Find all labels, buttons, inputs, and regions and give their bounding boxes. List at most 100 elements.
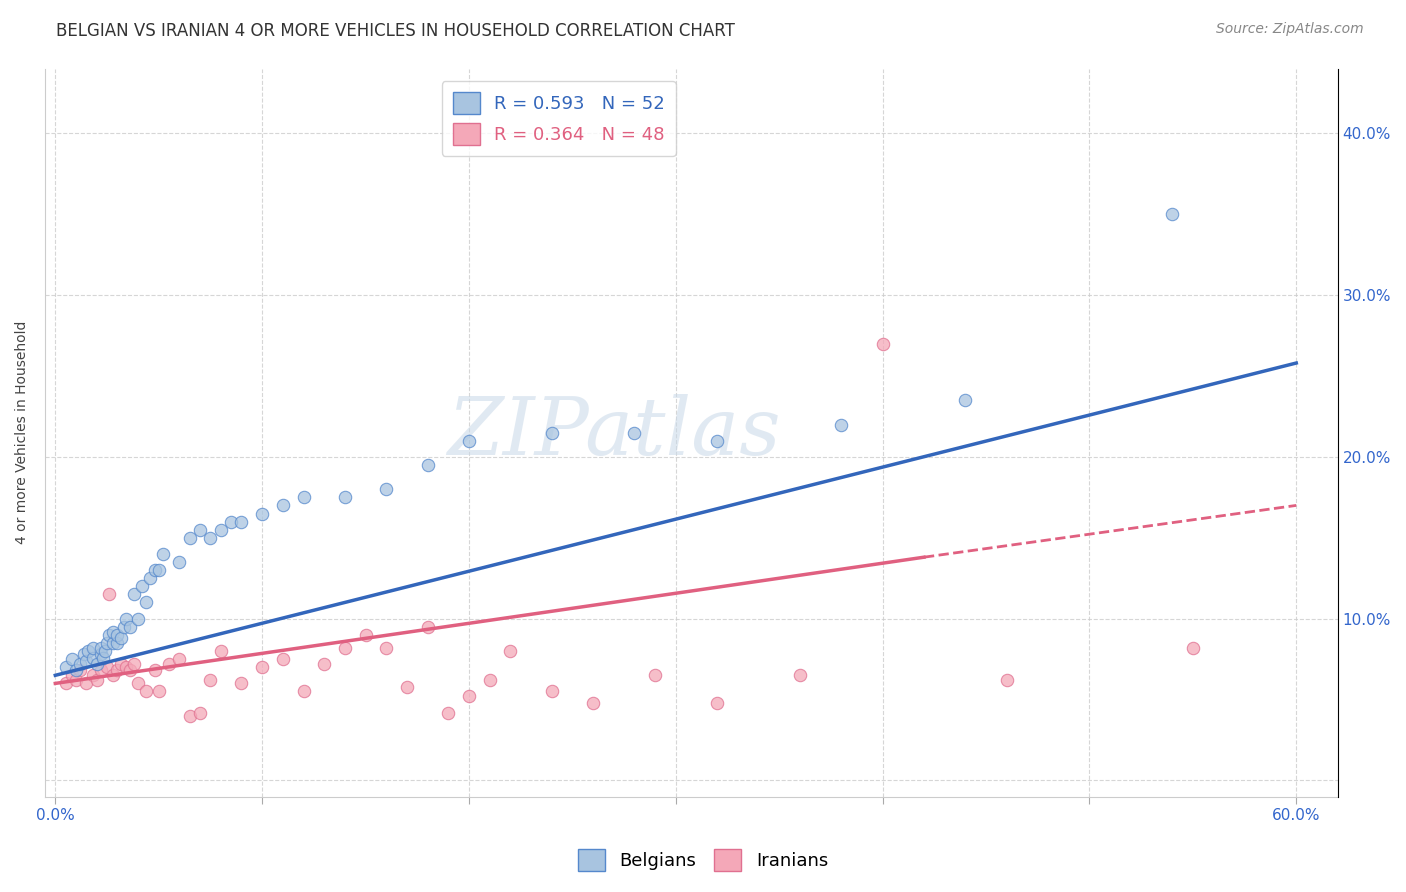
Point [60,652,83,666]
Point [131,579,153,593]
Point [995,673,1018,688]
Point [148,684,170,698]
Point [830,417,852,432]
Point [96,636,118,650]
Point [143,664,166,678]
Point [872,336,894,351]
Point [209,644,232,658]
Text: BELGIAN VS IRANIAN 4 OR MORE VEHICLES IN HOUSEHOLD CORRELATION CHART: BELGIAN VS IRANIAN 4 OR MORE VEHICLES IN… [56,22,735,40]
Point [179,708,201,723]
Point [122,587,145,601]
Point [437,706,460,720]
Point [65,673,87,688]
Point [231,515,253,529]
Point [375,482,398,496]
Text: ZIPatlas: ZIPatlas [447,394,780,471]
Point [98,587,121,601]
Point [333,640,356,655]
Point [103,668,125,682]
Point [314,657,336,671]
Point [82,668,104,682]
Point [152,547,174,561]
Point [250,660,273,674]
Point [789,668,811,682]
Point [200,531,222,545]
Point [200,673,222,688]
Point [135,595,157,609]
Point [458,690,481,704]
Point [103,624,125,639]
Point [582,696,605,710]
Point [143,563,166,577]
Point [90,647,112,661]
Point [219,515,242,529]
Point [644,668,666,682]
Point [250,507,273,521]
Point [112,620,135,634]
Point [416,620,439,634]
Point [375,640,398,655]
Point [96,660,118,674]
Point [169,652,191,666]
Point [706,696,728,710]
Point [82,640,104,655]
Point [540,425,562,440]
Point [416,458,439,472]
Point [90,664,112,678]
Point [1181,640,1204,655]
Point [1161,207,1184,221]
Point [127,612,149,626]
Point [157,657,180,671]
Point [105,628,128,642]
Point [118,620,141,634]
Point [60,668,83,682]
Point [499,644,522,658]
Point [478,673,501,688]
Point [82,650,104,665]
Point [623,425,645,440]
Point [292,491,315,505]
Point [55,660,77,674]
Point [127,676,149,690]
Point [75,676,97,690]
Point [114,612,136,626]
Point [188,706,211,720]
Point [179,531,201,545]
Point [91,650,114,665]
Point [110,657,132,671]
Y-axis label: 4 or more Vehicles in Household: 4 or more Vehicles in Household [15,321,30,544]
Legend: R = 0.593   N = 52, R = 0.364   N = 48: R = 0.593 N = 52, R = 0.364 N = 48 [441,81,676,156]
Point [458,434,481,448]
Legend: Belgians, Iranians: Belgians, Iranians [571,842,835,879]
Point [55,676,77,690]
Point [73,647,96,661]
Point [395,680,418,694]
Point [98,628,121,642]
Point [231,676,253,690]
Point [135,684,157,698]
Point [188,523,211,537]
Point [955,393,977,408]
Point [77,644,100,658]
Point [103,636,125,650]
Point [94,644,117,658]
Text: Source: ZipAtlas.com: Source: ZipAtlas.com [1216,22,1364,37]
Point [540,684,562,698]
Point [333,491,356,505]
Point [169,555,191,569]
Point [139,571,162,585]
Point [90,640,112,655]
Point [706,434,728,448]
Point [105,664,128,678]
Point [122,657,145,671]
Point [110,631,132,645]
Point [148,563,170,577]
Point [114,660,136,674]
Point [354,628,377,642]
Point [105,636,128,650]
Point [69,657,91,671]
Point [118,664,141,678]
Point [65,664,87,678]
Point [86,673,108,688]
Point [271,499,294,513]
